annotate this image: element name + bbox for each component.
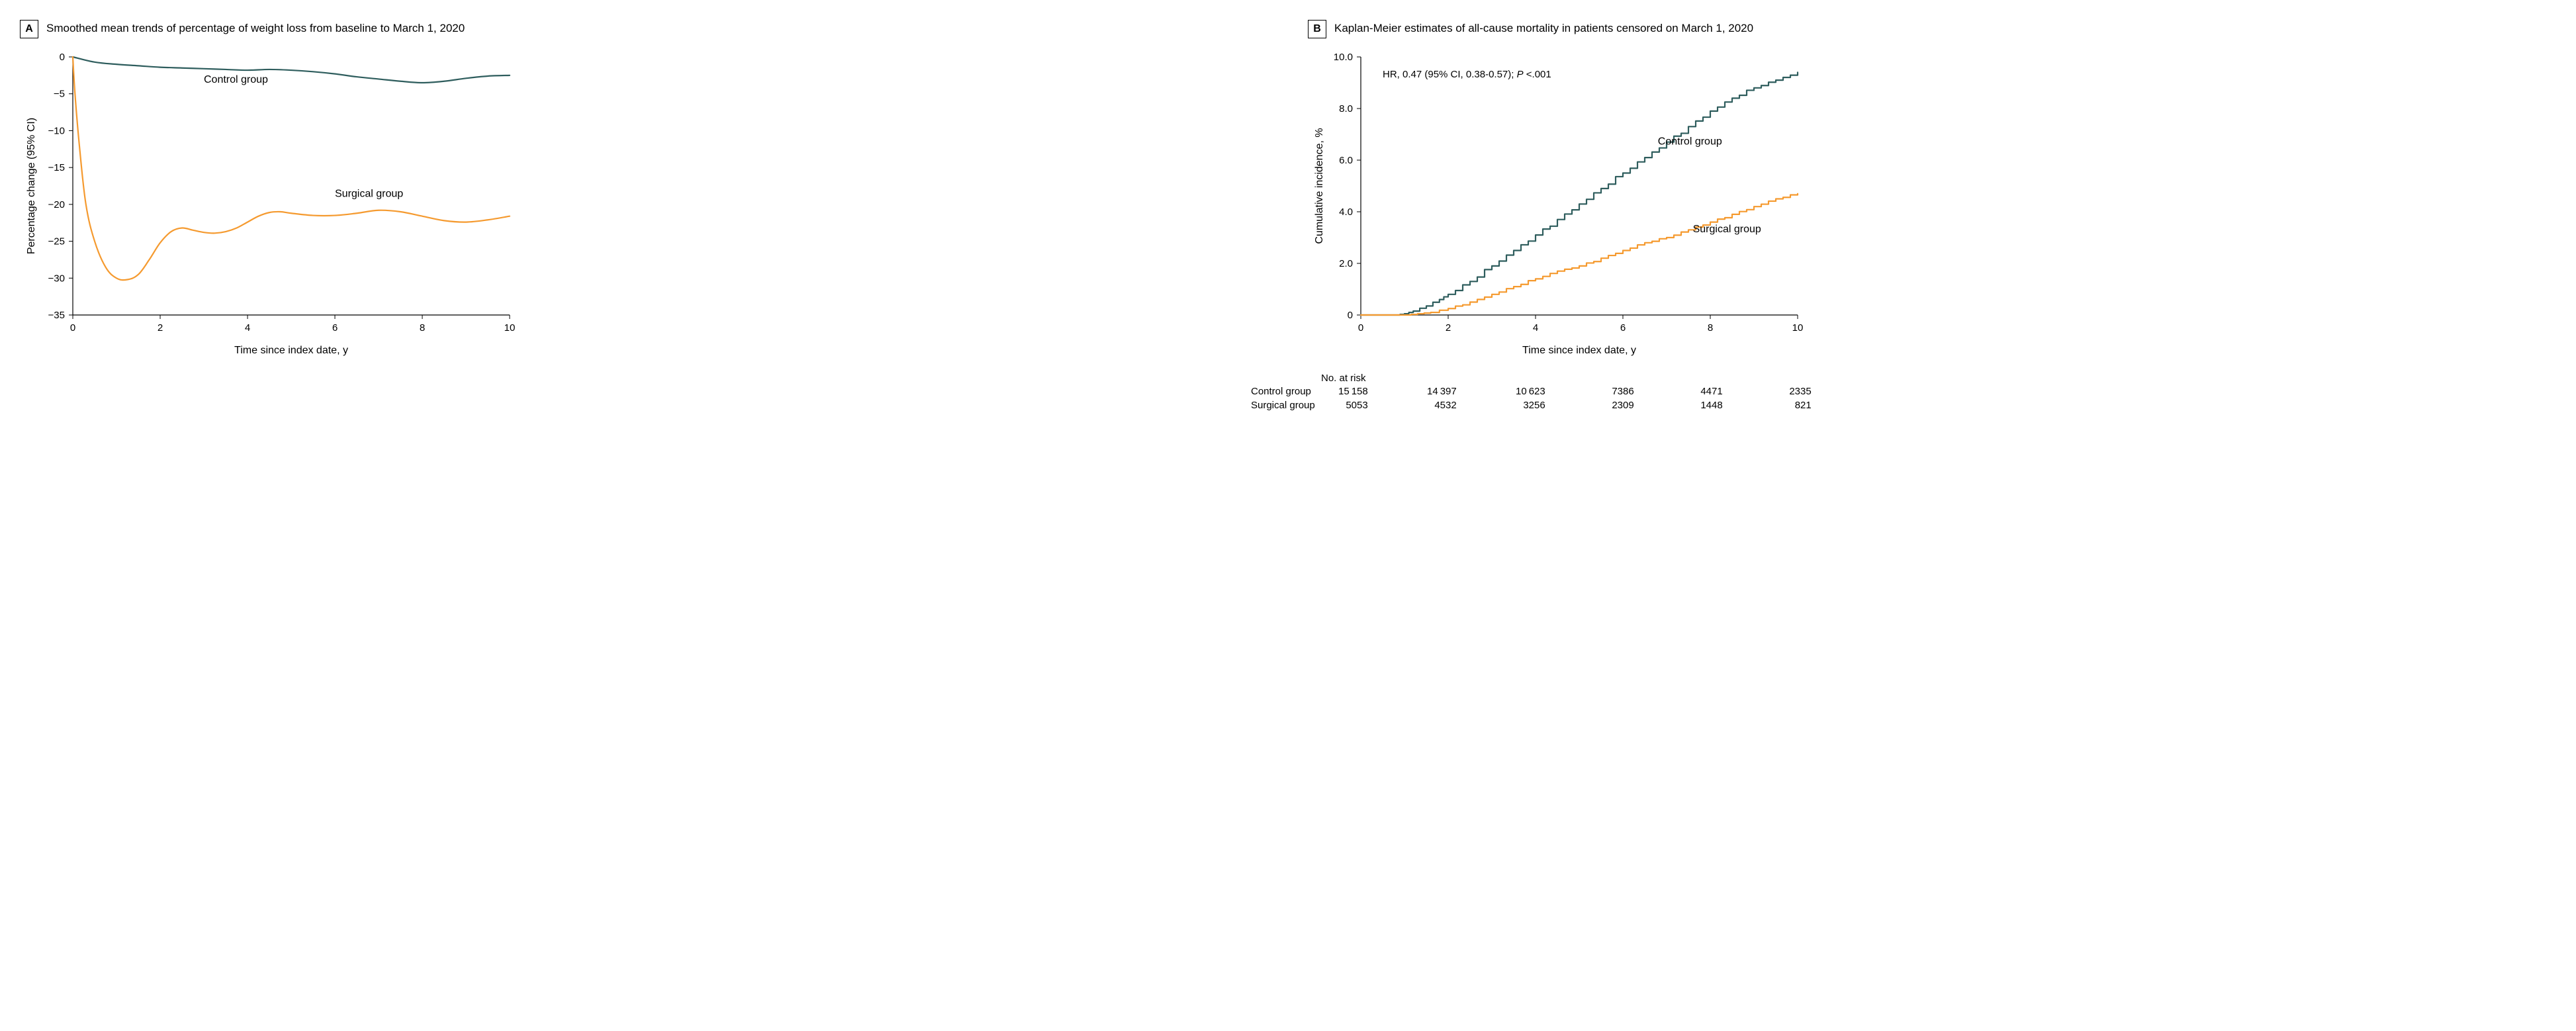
figure-container: A Smoothed mean trends of percentage of …	[20, 20, 2556, 413]
risk-row-label: Control group	[1251, 385, 1337, 398]
svg-text:Control group: Control group	[204, 74, 268, 85]
svg-text:Cumulative incidence, %: Cumulative incidence, %	[1314, 128, 1325, 244]
svg-text:10: 10	[1792, 322, 1804, 334]
panel-a-letter: A	[20, 20, 38, 38]
svg-text:−35: −35	[48, 310, 65, 321]
risk-table-title: No. at risk	[1321, 373, 2556, 384]
svg-text:−5: −5	[54, 89, 65, 100]
chart-a-svg: 0 −5 −10 −15 −20 −25 −30 −35 0 2 4 6 8 10 Time since i…	[20, 44, 523, 361]
risk-value: 4532	[1369, 399, 1457, 412]
svg-text:2: 2	[1446, 322, 1451, 334]
svg-text:0: 0	[70, 322, 75, 334]
svg-text:2: 2	[158, 322, 163, 334]
svg-text:4: 4	[245, 322, 250, 334]
svg-text:Percentage change (95% CI): Percentage change (95% CI)	[26, 118, 37, 254]
risk-row: Surgical group50534532325623091448821	[1251, 399, 1812, 412]
svg-text:8: 8	[420, 322, 425, 334]
risk-row-label: Surgical group	[1251, 399, 1337, 412]
risk-value: 1448	[1635, 399, 1723, 412]
svg-text:6: 6	[1620, 322, 1626, 334]
panel-a-header: A Smoothed mean trends of percentage of …	[20, 20, 1268, 38]
panel-b-title: Kaplan-Meier estimates of all-cause mort…	[1334, 20, 1753, 36]
svg-text:−30: −30	[48, 273, 65, 284]
svg-text:−20: −20	[48, 199, 65, 210]
panel-b: B Kaplan-Meier estimates of all-cause mo…	[1308, 20, 2556, 413]
svg-text:−25: −25	[48, 236, 65, 247]
svg-text:2.0: 2.0	[1339, 258, 1353, 269]
svg-text:6.0: 6.0	[1339, 155, 1353, 166]
risk-row: Control group15 15814 39710 623738644712…	[1251, 385, 1812, 398]
svg-text:HR, 0.47 (95% CI, 0.38-0.57);: HR, 0.47 (95% CI, 0.38-0.57); P <.001	[1383, 69, 1551, 80]
svg-text:−10: −10	[48, 125, 65, 136]
risk-table-body: Control group15 15814 39710 623738644712…	[1250, 384, 1813, 413]
svg-text:4: 4	[1533, 322, 1538, 334]
svg-text:0: 0	[1348, 310, 1353, 321]
risk-value: 14 397	[1369, 385, 1457, 398]
panel-b-header: B Kaplan-Meier estimates of all-cause mo…	[1308, 20, 2556, 38]
risk-value: 4471	[1635, 385, 1723, 398]
svg-text:4.0: 4.0	[1339, 206, 1353, 218]
svg-text:Time since index date, y: Time since index date, y	[234, 345, 348, 356]
svg-text:10.0: 10.0	[1334, 52, 1353, 63]
panel-a-chart: 0 −5 −10 −15 −20 −25 −30 −35 0 2 4 6 8 10 Time since i…	[20, 44, 1268, 365]
panel-b-chart: 0 2.0 4.0 6.0 8.0 10.0 0 2 4 6 8 10 Time since index…	[1308, 44, 2556, 365]
risk-value: 7386	[1547, 385, 1634, 398]
panel-a: A Smoothed mean trends of percentage of …	[20, 20, 1268, 365]
chart-b-svg: 0 2.0 4.0 6.0 8.0 10.0 0 2 4 6 8 10 Time since index…	[1308, 44, 1811, 361]
risk-value: 10 623	[1458, 385, 1545, 398]
svg-text:Surgical group: Surgical group	[1693, 224, 1761, 235]
svg-text:8.0: 8.0	[1339, 103, 1353, 114]
risk-value: 5053	[1338, 399, 1368, 412]
svg-text:10: 10	[504, 322, 516, 334]
svg-text:0: 0	[1358, 322, 1363, 334]
risk-value: 2335	[1724, 385, 1812, 398]
svg-text:6: 6	[332, 322, 338, 334]
risk-value: 3256	[1458, 399, 1545, 412]
svg-text:Time since index date, y: Time since index date, y	[1522, 345, 1636, 356]
svg-text:8: 8	[1708, 322, 1713, 334]
panel-a-title: Smoothed mean trends of percentage of we…	[46, 20, 465, 36]
risk-value: 15 158	[1338, 385, 1368, 398]
risk-value: 2309	[1547, 399, 1634, 412]
svg-text:−15: −15	[48, 162, 65, 173]
svg-text:Control group: Control group	[1658, 136, 1722, 148]
risk-value: 821	[1724, 399, 1812, 412]
risk-table: No. at risk Control group15 15814 39710 …	[1321, 373, 2556, 413]
panel-b-letter: B	[1308, 20, 1326, 38]
svg-text:Surgical group: Surgical group	[335, 189, 403, 200]
svg-text:0: 0	[60, 52, 65, 63]
